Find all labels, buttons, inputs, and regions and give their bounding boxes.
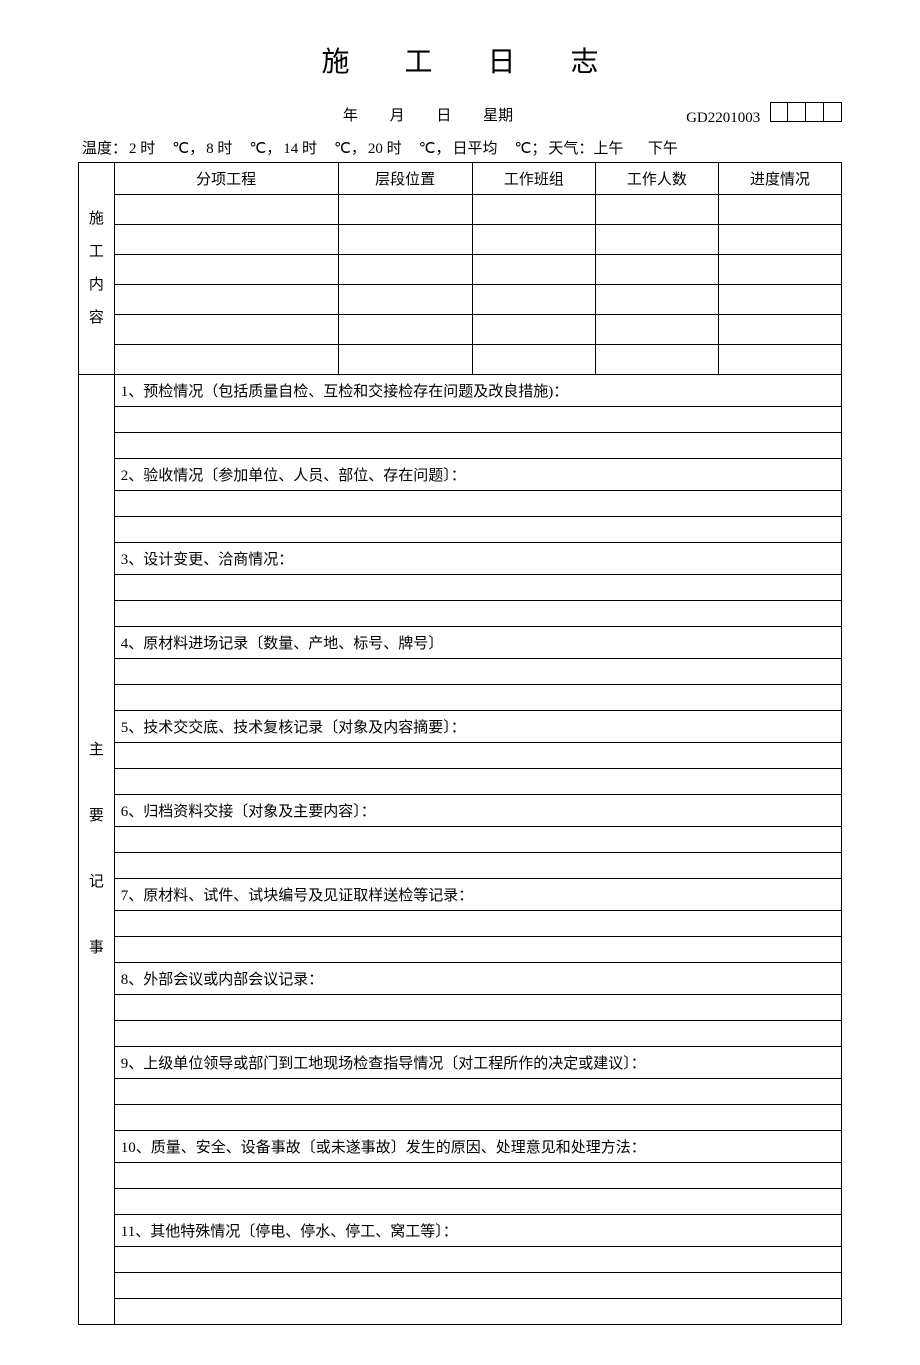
note-blank[interactable]: [114, 769, 841, 795]
construction-table: 施工内容 分项工程 层段位置 工作班组 工作人数 进度情况 主要记事 1、预检情…: [78, 162, 842, 1325]
code-boxes: [770, 102, 842, 122]
cell[interactable]: [338, 255, 472, 285]
cell[interactable]: [718, 195, 841, 225]
month-label: 月: [390, 108, 405, 124]
note-blank[interactable]: [114, 601, 841, 627]
weather-am: 天气：上午: [548, 141, 623, 157]
note-blank[interactable]: [114, 1079, 841, 1105]
cell[interactable]: [718, 285, 841, 315]
cell[interactable]: [338, 225, 472, 255]
note-item: 10、质量、安全、设备事故〔或未遂事故〕发生的原因、处理意见和处理方法：: [114, 1131, 841, 1163]
header-subproject: 分项工程: [114, 163, 338, 195]
note-blank[interactable]: [114, 517, 841, 543]
temp-prefix: 温度：: [82, 141, 127, 157]
cell[interactable]: [595, 195, 718, 225]
code-box[interactable]: [806, 102, 824, 122]
note-item: 11、其他特殊情况〔停电、停水、停工、窝工等〕：: [114, 1215, 841, 1247]
note-blank[interactable]: [114, 853, 841, 879]
note-blank[interactable]: [114, 491, 841, 517]
cell[interactable]: [595, 315, 718, 345]
cell[interactable]: [472, 345, 595, 375]
note-blank[interactable]: [114, 743, 841, 769]
note-item: 1、预检情况（包括质量自检、互检和交接检存在问题及改良措施)：: [114, 375, 841, 407]
cell[interactable]: [718, 345, 841, 375]
note-item: 7、原材料、试件、试块编号及见证取样送检等记录：: [114, 879, 841, 911]
note-blank[interactable]: [114, 1105, 841, 1131]
cell[interactable]: [114, 345, 338, 375]
cell[interactable]: [472, 285, 595, 315]
note-item: 2、验收情况〔参加单位、人员、部位、存在问题〕：: [114, 459, 841, 491]
note-item: 9、上级单位领导或部门到工地现场检查指导情况〔对工程所作的决定或建议〕：: [114, 1047, 841, 1079]
note-blank[interactable]: [114, 827, 841, 853]
note-blank[interactable]: [114, 1163, 841, 1189]
cell[interactable]: [338, 345, 472, 375]
temp-unit: ℃；: [515, 141, 547, 157]
note-blank[interactable]: [114, 407, 841, 433]
side-label-construction: 施工内容: [79, 163, 115, 375]
cell[interactable]: [114, 285, 338, 315]
temp-unit: ℃，: [172, 141, 204, 157]
temp-20: 20 时: [368, 141, 402, 157]
note-blank[interactable]: [114, 1273, 841, 1299]
cell[interactable]: [472, 195, 595, 225]
note-blank[interactable]: [114, 911, 841, 937]
temp-14: 14 时: [283, 141, 317, 157]
note-blank[interactable]: [114, 433, 841, 459]
cell[interactable]: [338, 285, 472, 315]
note-item: 3、设计变更、洽商情况：: [114, 543, 841, 575]
note-item: 6、归档资料交接〔对象及主要内容〕：: [114, 795, 841, 827]
cell[interactable]: [718, 255, 841, 285]
weekday-label: 星期: [483, 108, 513, 124]
header-layer: 层段位置: [338, 163, 472, 195]
temperature-row: 温度：2 时 ℃，8 时 ℃，14 时 ℃，20 时 ℃，日平均 ℃；天气：上午…: [78, 137, 842, 158]
temp-unit: ℃，: [334, 141, 366, 157]
note-item: 4、原材料进场记录〔数量、产地、标号、牌号〕: [114, 627, 841, 659]
note-item: 5、技术交交底、技术复核记录〔对象及内容摘要〕：: [114, 711, 841, 743]
cell[interactable]: [338, 195, 472, 225]
header-team: 工作班组: [472, 163, 595, 195]
side-label-notes: 主要记事: [79, 375, 115, 1325]
temp-8: 8 时: [206, 141, 232, 157]
cell[interactable]: [114, 315, 338, 345]
weather-pm: 下午: [648, 141, 678, 157]
cell[interactable]: [718, 315, 841, 345]
form-code: GD2201003: [686, 110, 760, 126]
cell[interactable]: [595, 285, 718, 315]
cell[interactable]: [595, 225, 718, 255]
temp-avg: 日平均: [453, 141, 498, 157]
note-blank[interactable]: [114, 1189, 841, 1215]
cell[interactable]: [338, 315, 472, 345]
note-blank[interactable]: [114, 659, 841, 685]
cell[interactable]: [718, 225, 841, 255]
code-box[interactable]: [788, 102, 806, 122]
note-blank[interactable]: [114, 995, 841, 1021]
temp-2: 2 时: [129, 141, 155, 157]
page-title: 施 工 日 志: [78, 40, 842, 80]
note-blank[interactable]: [114, 1299, 841, 1325]
cell[interactable]: [472, 225, 595, 255]
cell[interactable]: [114, 255, 338, 285]
cell[interactable]: [114, 195, 338, 225]
temp-unit: ℃，: [249, 141, 281, 157]
day-label: 日: [436, 108, 451, 124]
code-box[interactable]: [770, 102, 788, 122]
note-item: 8、外部会议或内部会议记录：: [114, 963, 841, 995]
note-blank[interactable]: [114, 1021, 841, 1047]
cell[interactable]: [472, 315, 595, 345]
header-progress: 进度情况: [718, 163, 841, 195]
year-label: 年: [343, 108, 358, 124]
header-people: 工作人数: [595, 163, 718, 195]
note-blank[interactable]: [114, 685, 841, 711]
code-box[interactable]: [824, 102, 842, 122]
note-blank[interactable]: [114, 937, 841, 963]
cell[interactable]: [114, 225, 338, 255]
cell[interactable]: [595, 345, 718, 375]
meta-row: 年 月 日 星期 GD2201003: [78, 102, 842, 127]
cell[interactable]: [472, 255, 595, 285]
note-blank[interactable]: [114, 575, 841, 601]
cell[interactable]: [595, 255, 718, 285]
note-blank[interactable]: [114, 1247, 841, 1273]
temp-unit: ℃，: [419, 141, 451, 157]
